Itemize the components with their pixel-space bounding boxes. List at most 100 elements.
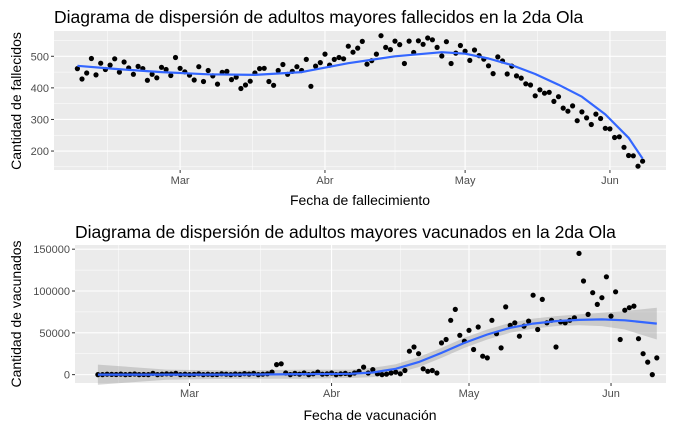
scatter-point [640,158,646,164]
scatter-point [359,38,365,45]
chart2-x-axis-title: Fecha de vacunación [303,407,436,423]
scatter-point [411,344,417,350]
scatter-point [535,326,541,333]
scatter-point [196,64,202,70]
scatter-point [308,83,314,89]
scatter-point [278,361,284,367]
scatter-point [439,53,445,59]
scatter-point [79,76,85,82]
scatter-point [607,126,613,132]
scatter-point [370,367,376,373]
y-tick-label: 400 [31,83,49,95]
scatter-point [602,125,608,131]
x-tick-label: Mar [180,388,199,400]
scatter-point [635,336,642,342]
scatter-point [598,115,604,122]
scatter-point [266,78,272,85]
y-tick-label: 200 [31,146,49,158]
scatter-point [530,292,536,298]
scatter-point [551,98,557,104]
scatter-point [121,59,127,65]
scatter-point [518,75,524,81]
scatter-point [350,49,356,55]
scatter-point [172,54,179,61]
scatter-point [88,55,94,62]
chart2-y-axis: 0 50000 100000 150000 [33,244,75,382]
scatter-point [144,77,150,83]
scatter-point [388,370,394,376]
scatter-point [490,71,496,77]
scatter-point [635,163,641,169]
scatter-point [526,318,532,324]
x-tick-label: Abr [323,388,340,400]
scatter-point [622,307,628,313]
scatter-point [516,333,523,339]
chart1-trend-line [77,51,644,160]
scatter-point [612,134,618,141]
scatter-point [274,362,280,368]
scatter-point [420,366,426,372]
scatter-point [654,355,660,361]
scatter-point [345,43,351,49]
scatter-point [261,65,267,71]
scatter-point [599,295,605,301]
scatter-point [317,60,323,66]
y-tick-label: 100000 [33,286,70,298]
x-tick-label: May [459,388,480,400]
chart1-points [74,33,646,169]
loess-trend-line [77,51,644,160]
scatter-point [214,81,221,87]
scatter-point [149,71,155,77]
scatter-point [355,45,361,51]
scatter-point [513,73,520,79]
scatter-point [406,38,412,44]
x-tick-label: Abr [316,175,333,187]
scatter-point [640,351,646,357]
scatter-point [378,33,384,39]
scatter-point [158,64,165,70]
scatter-point [177,65,183,71]
scatter-point [257,66,263,72]
scatter-point [415,38,421,44]
scatter-point [205,67,211,74]
scatter-point [93,72,99,78]
scatter-point [480,353,486,359]
scatter-point [224,68,230,74]
scatter-point [523,81,529,87]
scatter-point [471,346,477,353]
scatter-point [539,296,545,302]
scatter-point [560,105,566,111]
chart1-y-axis-title: Cantidad de fallecidos [8,32,24,170]
chart1-y-axis: 200 300 400 500 [31,51,54,158]
scatter-point [112,56,118,62]
chart2-y-axis-title: Cantidad de vacunados [8,240,24,387]
scatter-point [425,35,431,41]
scatter-point [579,109,585,115]
scatter-point [603,274,610,280]
scatter-point [116,69,122,75]
chart2-panel [75,245,666,383]
scatter-point [393,369,399,375]
scatter-point [580,278,587,284]
scatter-point [588,121,594,128]
chart2-trend-line [97,318,657,376]
scatter-point [107,62,113,68]
scatter-point [485,63,492,69]
chart1-title: Diagrama de dispersión de adultos mayore… [54,7,583,27]
scatter-point [280,61,286,68]
scatter-point [275,67,281,74]
scatter-point [163,66,169,73]
scatter-point [383,44,389,51]
scatter-point [584,115,590,121]
scatter-point [546,89,552,95]
scatter-point [98,60,104,66]
scatter-point [645,359,651,365]
scatter-point [392,38,398,44]
scatter-point [341,56,347,62]
scatter-point [406,348,412,354]
scatter-point [397,371,403,377]
scatter-point [630,153,636,159]
scatter-point [503,304,509,310]
scatter-point [429,367,435,374]
scatter-point [555,94,562,100]
